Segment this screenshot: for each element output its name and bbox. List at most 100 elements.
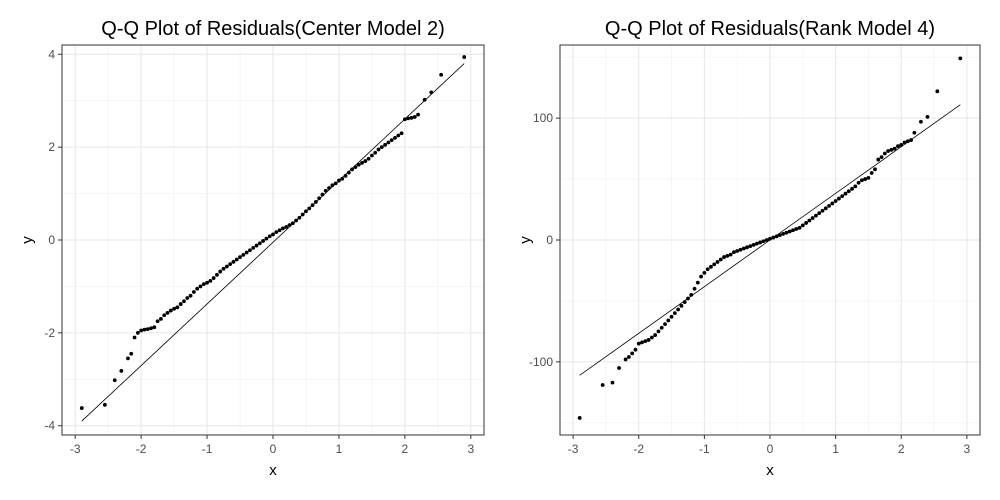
data-point bbox=[360, 161, 364, 165]
data-point bbox=[389, 138, 394, 143]
data-points bbox=[79, 55, 467, 410]
data-point bbox=[201, 282, 206, 287]
data-point bbox=[640, 340, 644, 345]
data-point bbox=[814, 213, 818, 218]
y-axis-ticks: -4 -2 0 2 4 bbox=[44, 47, 62, 433]
data-point bbox=[784, 230, 789, 235]
data-point bbox=[633, 347, 638, 352]
data-point bbox=[412, 115, 417, 119]
data-point bbox=[876, 157, 881, 162]
data-point bbox=[304, 209, 308, 214]
data-point bbox=[866, 175, 871, 180]
data-point bbox=[215, 272, 219, 277]
data-point bbox=[162, 313, 167, 318]
data-point bbox=[310, 203, 315, 208]
data-point bbox=[139, 328, 144, 333]
y-tick-label: 4 bbox=[48, 47, 55, 61]
data-point bbox=[912, 130, 917, 135]
reference-line bbox=[81, 63, 465, 422]
data-point bbox=[754, 241, 759, 246]
data-point bbox=[142, 327, 147, 332]
major-gridlines bbox=[62, 45, 484, 435]
data-point bbox=[735, 249, 740, 253]
plot-title: Q-Q Plot of Residuals(Rank Model 4) bbox=[605, 18, 935, 40]
data-point bbox=[663, 322, 667, 326]
data-point bbox=[748, 244, 753, 248]
data-point bbox=[271, 232, 275, 237]
y-tick-label: 100 bbox=[533, 111, 553, 125]
data-point bbox=[679, 303, 684, 308]
y-axis-title: y bbox=[19, 236, 36, 244]
data-point bbox=[879, 155, 884, 160]
data-point bbox=[692, 286, 697, 291]
data-point bbox=[712, 262, 717, 267]
data-point bbox=[317, 196, 322, 201]
data-point bbox=[909, 138, 913, 142]
data-point bbox=[630, 351, 635, 356]
data-point bbox=[178, 302, 183, 306]
data-point bbox=[761, 239, 766, 244]
data-point bbox=[333, 181, 338, 186]
data-point bbox=[102, 402, 107, 407]
data-point bbox=[791, 228, 795, 233]
data-point bbox=[827, 203, 831, 208]
y-tick-label: -2 bbox=[44, 326, 55, 340]
data-point bbox=[751, 242, 756, 247]
data-point bbox=[402, 117, 407, 122]
x-tick-label: -1 bbox=[202, 442, 213, 456]
data-point bbox=[892, 146, 897, 151]
data-point bbox=[346, 170, 351, 175]
data-point bbox=[208, 278, 213, 283]
data-point bbox=[264, 236, 269, 241]
data-point bbox=[211, 276, 216, 280]
data-point bbox=[843, 191, 848, 196]
data-point bbox=[238, 255, 242, 260]
data-point bbox=[126, 356, 130, 361]
y-tick-label: 0 bbox=[48, 233, 55, 247]
data-point bbox=[781, 232, 786, 236]
data-point bbox=[869, 171, 874, 175]
data-point bbox=[257, 241, 262, 246]
data-point bbox=[320, 192, 325, 197]
data-point bbox=[935, 89, 940, 94]
data-point bbox=[373, 150, 378, 155]
x-tick-label: -3 bbox=[70, 442, 81, 456]
data-point bbox=[244, 250, 249, 255]
data-point bbox=[159, 317, 163, 321]
data-point bbox=[149, 326, 153, 331]
data-point bbox=[610, 380, 615, 385]
data-point bbox=[251, 245, 256, 250]
data-point bbox=[231, 259, 236, 264]
data-point bbox=[794, 227, 799, 231]
data-point bbox=[221, 266, 226, 271]
data-point bbox=[676, 307, 681, 312]
data-point bbox=[643, 339, 648, 344]
data-point bbox=[856, 180, 861, 185]
data-point bbox=[787, 229, 792, 234]
data-point bbox=[191, 290, 196, 294]
data-point bbox=[337, 178, 341, 183]
data-point bbox=[777, 233, 782, 238]
plot-title: Q-Q Plot of Residuals(Center Model 2) bbox=[101, 18, 444, 40]
y-tick-label: -100 bbox=[529, 355, 553, 369]
data-point bbox=[919, 119, 923, 124]
data-point bbox=[132, 335, 137, 340]
x-axis-ticks: -3 -2 -1 0 1 2 3 bbox=[70, 435, 474, 456]
data-point bbox=[889, 147, 894, 152]
data-point bbox=[705, 267, 710, 272]
data-point bbox=[732, 250, 736, 255]
data-point bbox=[280, 226, 285, 231]
y-tick-label: 2 bbox=[48, 140, 55, 154]
data-point bbox=[764, 238, 769, 242]
data-point bbox=[363, 159, 368, 163]
data-point bbox=[198, 284, 203, 289]
data-point bbox=[896, 144, 900, 149]
data-point bbox=[804, 221, 808, 225]
data-point bbox=[840, 194, 845, 199]
data-point bbox=[863, 177, 868, 181]
data-point bbox=[297, 215, 302, 220]
x-axis-title: x bbox=[269, 462, 277, 479]
data-point bbox=[649, 335, 654, 340]
data-point bbox=[267, 234, 272, 239]
